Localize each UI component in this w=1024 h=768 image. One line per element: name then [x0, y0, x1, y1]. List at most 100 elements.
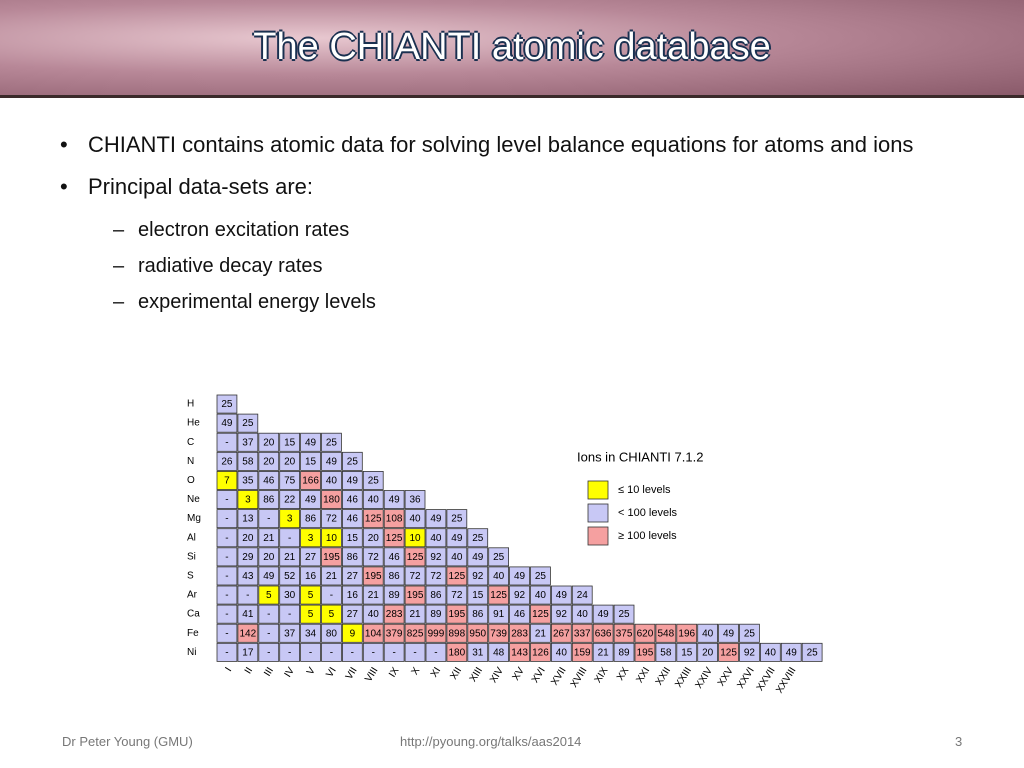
cell-value: 898	[449, 628, 466, 639]
cell	[446, 585, 468, 605]
ion-label: VII	[344, 666, 360, 682]
cell	[634, 623, 656, 643]
cell-value: 49	[786, 647, 798, 658]
cell-value: -	[330, 590, 333, 601]
cell	[404, 490, 426, 510]
cell	[237, 585, 259, 605]
cell	[341, 528, 363, 548]
cell-value: 92	[430, 552, 442, 563]
cell-value: 195	[323, 552, 340, 563]
cell	[571, 585, 593, 605]
cell-value: 40	[556, 647, 568, 658]
cell-value: 142	[240, 628, 257, 639]
ion-label: XV	[510, 665, 527, 682]
cell	[467, 604, 489, 624]
cell-value: 3	[245, 495, 251, 506]
cell	[760, 642, 781, 662]
cell	[718, 623, 739, 643]
cell-value: 72	[368, 552, 380, 563]
cell	[571, 642, 593, 662]
cell	[341, 451, 363, 471]
cell	[425, 623, 447, 643]
cell	[237, 451, 259, 471]
cell-value: 15	[472, 590, 484, 601]
cell-value: 34	[305, 628, 317, 639]
cell	[425, 528, 447, 548]
cell-value: 125	[720, 647, 737, 658]
cell-value: 49	[514, 571, 526, 582]
cell-value: 125	[532, 609, 549, 620]
cell	[300, 566, 321, 586]
cell	[237, 566, 259, 586]
cell-value: 337	[574, 628, 591, 639]
cell-value: 16	[347, 590, 359, 601]
cell	[237, 604, 259, 624]
cell	[216, 413, 238, 433]
cell	[341, 642, 363, 662]
cell-value: 25	[472, 533, 484, 544]
cell	[530, 566, 551, 586]
cell	[655, 623, 677, 643]
cell	[551, 585, 572, 605]
cell	[300, 547, 321, 567]
cell	[509, 604, 530, 624]
cell	[279, 642, 301, 662]
cell	[780, 642, 802, 662]
cell	[530, 642, 551, 662]
cell-value: 21	[326, 571, 338, 582]
element-label: C	[187, 437, 194, 448]
cell	[362, 471, 384, 490]
cell	[551, 604, 572, 624]
cell-value: 21	[284, 552, 296, 563]
cell	[300, 528, 321, 548]
cell-value: 195	[365, 571, 382, 582]
cell	[258, 623, 280, 643]
cell-value: 72	[409, 571, 421, 582]
cell	[383, 509, 405, 529]
cell-value: 3	[308, 533, 314, 544]
cell-value: 49	[389, 495, 401, 506]
cell-value: 9	[350, 628, 356, 639]
cell	[300, 471, 321, 490]
cell	[216, 623, 238, 643]
cell	[362, 490, 384, 510]
cell	[383, 604, 405, 624]
cell-value: 15	[681, 647, 693, 658]
cell-value: 125	[449, 571, 466, 582]
cell	[341, 490, 363, 510]
ion-label: XVIII	[569, 666, 590, 690]
cell-value: 5	[308, 609, 314, 620]
cell	[404, 623, 426, 643]
cell	[216, 451, 238, 471]
cell	[676, 642, 698, 662]
cell-value: 21	[535, 628, 547, 639]
ion-label: XXIV	[694, 665, 716, 690]
cell-value: 950	[469, 628, 486, 639]
cell	[258, 432, 280, 452]
cell	[279, 566, 301, 586]
cell-value: -	[225, 514, 228, 525]
cell	[258, 490, 280, 510]
cell-value: 267	[553, 628, 570, 639]
cell	[216, 566, 238, 586]
cell-value: 49	[451, 533, 463, 544]
cell-value: 37	[284, 628, 296, 639]
cell	[362, 623, 384, 643]
cell-value: 125	[365, 514, 382, 525]
cell-value: 143	[511, 647, 528, 658]
cell-value: 196	[678, 628, 695, 639]
cell-value: 195	[637, 647, 654, 658]
cell	[258, 604, 280, 624]
ion-label: XXII	[654, 666, 673, 688]
footer-center: http://pyoung.org/talks/aas2014	[400, 734, 582, 749]
cell	[488, 585, 510, 605]
cell	[237, 547, 259, 567]
ion-label: XXVIII	[774, 666, 798, 696]
cell-value: -	[288, 647, 291, 658]
cell	[300, 642, 321, 662]
cell	[467, 642, 489, 662]
cell-value: 49	[598, 609, 610, 620]
cell-value: 25	[326, 437, 338, 448]
cell	[509, 623, 530, 643]
